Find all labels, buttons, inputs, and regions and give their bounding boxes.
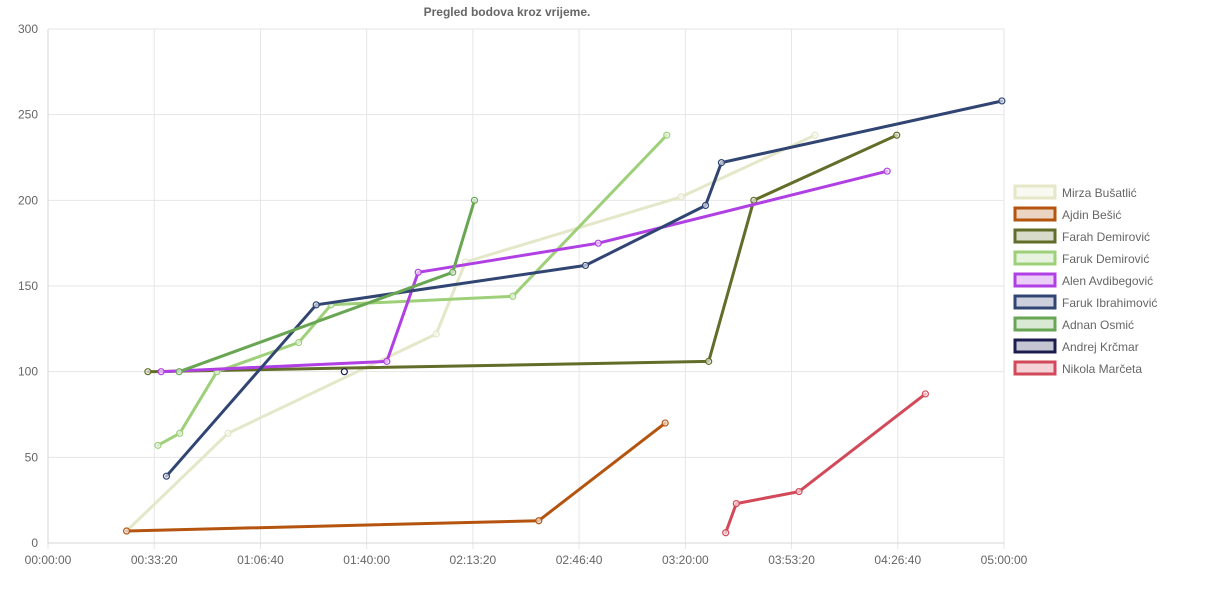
series-8: [340, 368, 348, 376]
legend-swatch: [1013, 206, 1057, 222]
legend-label: Alen Avdibegović: [1062, 274, 1153, 288]
y-tick-label: 300: [18, 22, 38, 36]
legend-swatch: [1013, 184, 1057, 200]
data-point[interactable]: [701, 201, 710, 210]
data-point[interactable]: [705, 357, 713, 365]
series-line: [125, 421, 667, 533]
series-6: [162, 97, 1006, 480]
x-tick-label: 05:00:00: [981, 553, 1028, 567]
data-point[interactable]: [732, 499, 740, 508]
data-point[interactable]: [432, 330, 440, 338]
legend-label: Nikola Marčeta: [1062, 362, 1142, 376]
data-point[interactable]: [998, 97, 1006, 105]
data-point[interactable]: [811, 131, 819, 139]
legend-label: Ajdin Bešić: [1062, 208, 1121, 222]
data-point[interactable]: [883, 167, 891, 175]
legend-item[interactable]: Faruk Ibrahimović: [1013, 294, 1157, 310]
legend-item[interactable]: Nikola Marčeta: [1013, 360, 1142, 376]
series-7: [175, 196, 479, 376]
x-tick-label: 02:13:20: [450, 553, 497, 567]
data-point[interactable]: [123, 527, 131, 535]
data-point[interactable]: [722, 529, 730, 537]
legend-item[interactable]: Alen Avdibegović: [1013, 272, 1153, 288]
series-line: [724, 392, 927, 535]
data-point[interactable]: [509, 292, 517, 300]
legend-item[interactable]: Ajdin Bešić: [1013, 206, 1121, 222]
legend-item[interactable]: Farah Demirović: [1013, 228, 1150, 244]
data-point[interactable]: [295, 338, 303, 347]
x-tick-label: 01:40:00: [343, 553, 390, 567]
data-point[interactable]: [383, 357, 391, 365]
x-tick-label: 03:53:20: [768, 553, 815, 567]
legend-label: Mirza Bušatlić: [1062, 186, 1137, 200]
y-tick-label: 250: [18, 108, 38, 122]
legend-item[interactable]: Adnan Osmić: [1013, 316, 1134, 332]
data-point[interactable]: [154, 441, 162, 449]
legend-label: Faruk Ibrahimović: [1062, 296, 1157, 310]
data-point[interactable]: [535, 517, 543, 525]
x-tick-label: 04:26:40: [874, 553, 921, 567]
legend-item[interactable]: Mirza Bušatlić: [1013, 184, 1137, 200]
y-tick-label: 0: [31, 536, 38, 550]
data-point[interactable]: [717, 159, 726, 167]
data-point[interactable]: [157, 368, 165, 376]
chart-title: Pregled bodova kroz vrijeme.: [424, 5, 591, 19]
series-2: [123, 419, 669, 535]
series-line: [125, 133, 817, 533]
series-3: [144, 131, 901, 376]
axes: 0 50 100 150 200 250 300 00:00:00 00:33:20 01:06:…: [18, 22, 1028, 567]
legend-item[interactable]: Andrej Krčmar: [1013, 338, 1139, 354]
legend-label: Farah Demirović: [1062, 230, 1150, 244]
data-point[interactable]: [414, 268, 422, 276]
data-point[interactable]: [470, 196, 479, 204]
data-point[interactable]: [162, 472, 171, 480]
data-point[interactable]: [175, 368, 183, 376]
legend-swatch: [1013, 272, 1057, 288]
legend-label: Faruk Demirović: [1062, 252, 1149, 266]
data-point[interactable]: [677, 193, 685, 201]
legend-swatch: [1013, 316, 1057, 332]
series-1: [123, 131, 819, 535]
legend-swatch: [1013, 360, 1057, 376]
data-point[interactable]: [581, 261, 590, 270]
data-point[interactable]: [449, 268, 457, 276]
data-point[interactable]: [340, 368, 348, 376]
y-tick-label: 200: [18, 193, 38, 207]
data-point[interactable]: [921, 390, 929, 398]
y-tick-label: 100: [18, 365, 38, 379]
data-point[interactable]: [176, 429, 184, 437]
legend-label: Adnan Osmić: [1062, 318, 1134, 332]
series-9: [722, 390, 929, 537]
x-tick-label: 02:46:40: [556, 553, 603, 567]
legend-swatch: [1013, 338, 1057, 354]
series-5: [157, 167, 891, 376]
legend-swatch: [1013, 250, 1057, 266]
series-line: [159, 169, 889, 374]
data-point[interactable]: [663, 131, 671, 139]
legend-item[interactable]: Faruk Demirović: [1013, 250, 1149, 266]
data-point[interactable]: [224, 429, 232, 437]
data-point[interactable]: [795, 488, 803, 496]
grid: [47, 28, 1005, 549]
data-point[interactable]: [661, 419, 669, 427]
x-tick-label: 00:33:20: [131, 553, 178, 567]
legend: Mirza Bušatlić Ajdin Bešić Farah Demirović…: [1013, 184, 1157, 376]
x-tick-label: 00:00:00: [25, 553, 72, 567]
data-point[interactable]: [893, 131, 901, 139]
series-line: [164, 99, 1004, 478]
data-point[interactable]: [312, 301, 320, 309]
y-tick-label: 150: [18, 279, 38, 293]
data-point[interactable]: [144, 368, 152, 376]
series-layer: [123, 97, 1006, 537]
data-point[interactable]: [594, 239, 602, 247]
x-tick-label: 01:06:40: [237, 553, 284, 567]
y-tick-label: 50: [25, 450, 39, 464]
series-line: [146, 133, 899, 374]
legend-swatch: [1013, 228, 1057, 244]
x-tick-label: 03:20:00: [662, 553, 709, 567]
legend-label: Andrej Krčmar: [1062, 340, 1139, 354]
legend-swatch: [1013, 294, 1057, 310]
